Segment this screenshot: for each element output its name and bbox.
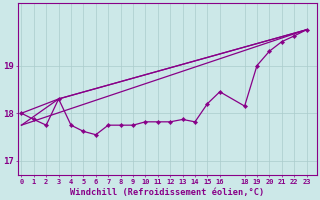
X-axis label: Windchill (Refroidissement éolien,°C): Windchill (Refroidissement éolien,°C) (70, 188, 264, 197)
